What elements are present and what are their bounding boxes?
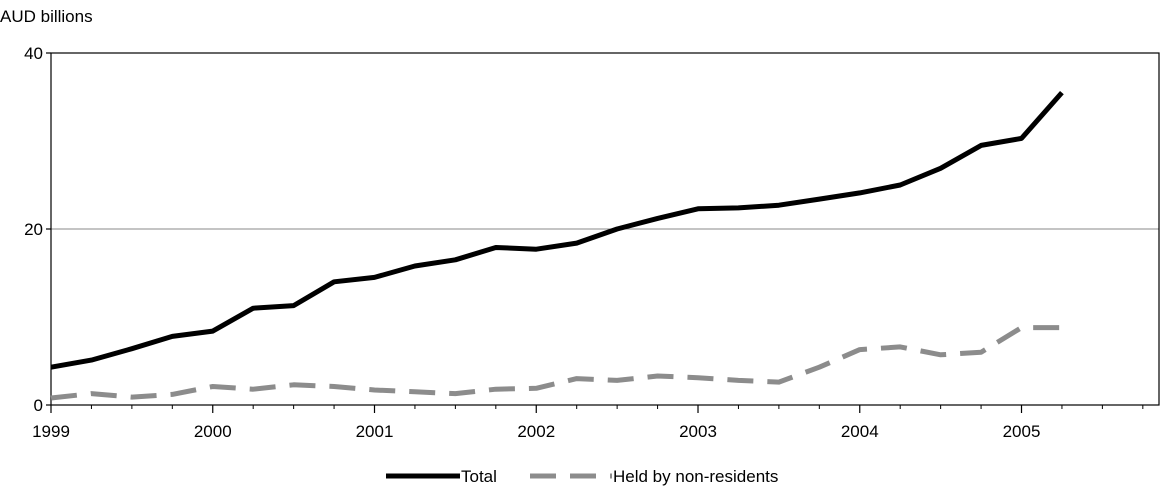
x-tick-label-0: 1999 <box>32 422 70 441</box>
series-line-total <box>50 90 1064 370</box>
legend: Total Held by non-residents <box>386 467 778 486</box>
y-tick-label-2: 40 <box>24 44 43 63</box>
x-tick-label-3: 2002 <box>517 422 555 441</box>
x-tick-label-4: 2003 <box>679 422 717 441</box>
x-tick-label-5: 2004 <box>841 422 879 441</box>
legend-label-total: Total <box>461 467 497 486</box>
series-layer <box>50 90 1064 401</box>
series-line-held-by-non-residents <box>50 325 1062 401</box>
x-axis: 1999 2000 2001 2002 2003 2004 2005 <box>32 405 1144 441</box>
y-tick-label-1: 20 <box>24 220 43 239</box>
x-tick-label-1: 2000 <box>194 422 232 441</box>
y-tick-label-0: 0 <box>34 396 43 415</box>
x-tick-label-6: 2005 <box>1003 422 1041 441</box>
y-axis-label: AUD billions <box>0 7 93 26</box>
x-tick-label-2: 2001 <box>356 422 394 441</box>
legend-label-held-by-non-residents: Held by non-residents <box>613 467 778 486</box>
y-axis: 0 20 40 <box>24 44 51 415</box>
